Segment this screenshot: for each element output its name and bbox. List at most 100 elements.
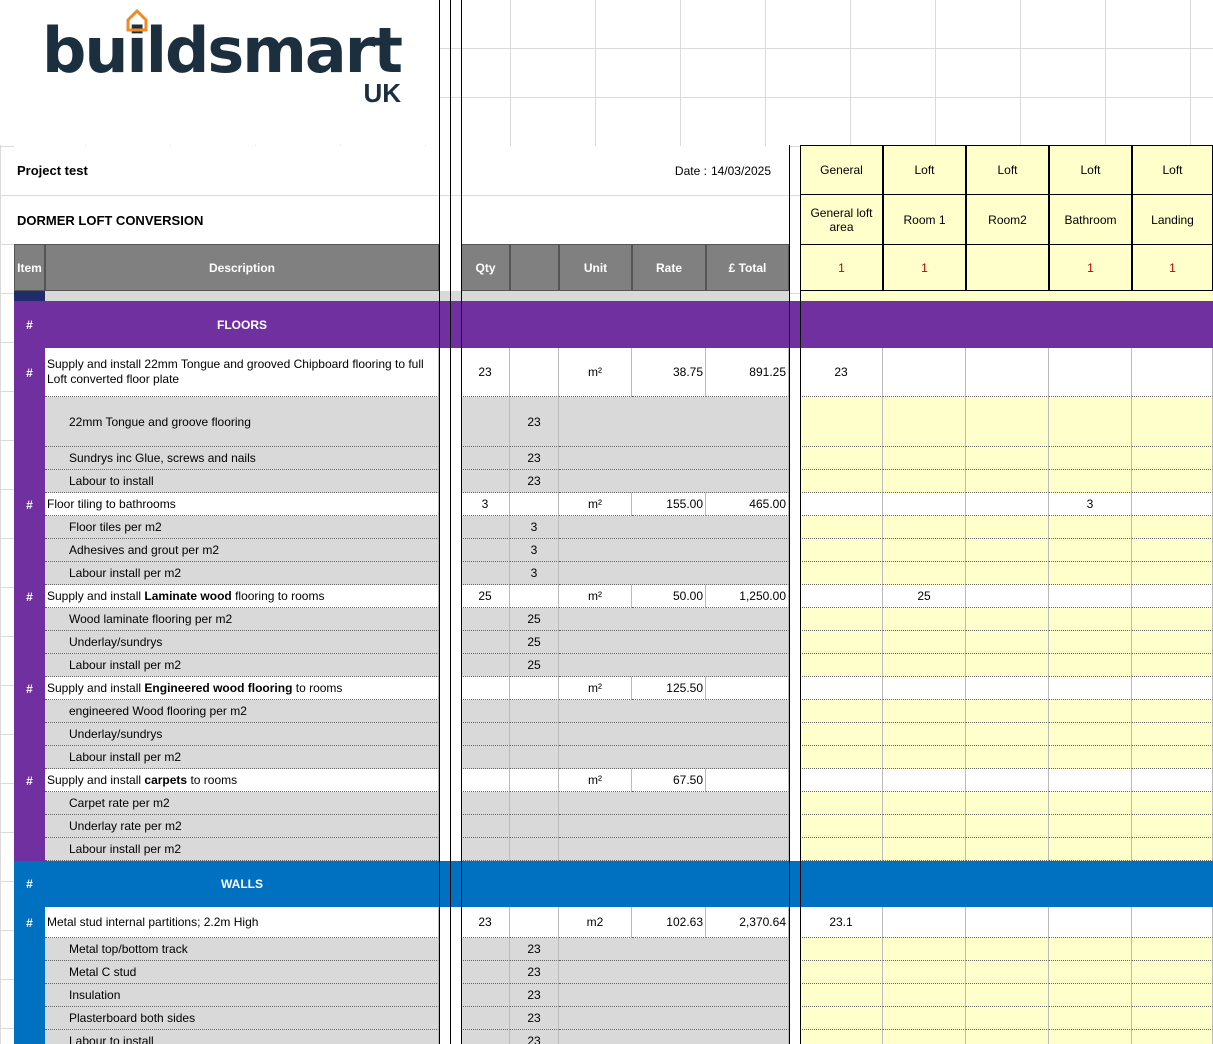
room-cell: [966, 746, 1049, 769]
room-cell: [883, 984, 966, 1007]
room-cell: [883, 539, 966, 562]
room-cell: [1049, 1030, 1132, 1044]
item-rate: 50.00: [632, 585, 706, 608]
room-level: General: [800, 145, 883, 195]
component-marker: [14, 961, 45, 984]
component-description: Underlay rate per m2: [45, 815, 439, 838]
room-cell: [1049, 608, 1132, 631]
room-flag: [966, 244, 1049, 291]
item-unit: m²: [559, 348, 632, 397]
room-flag: 1: [800, 244, 883, 291]
item-marker: #: [14, 585, 45, 608]
component-qty: 23: [510, 1030, 559, 1044]
cell: [559, 631, 789, 654]
gap: [789, 493, 800, 516]
room-cell: [1132, 961, 1213, 984]
header-cell: Qty: [461, 244, 510, 291]
component-marker: [14, 447, 45, 470]
room-cell: [800, 815, 883, 838]
partial-row: [45, 291, 789, 301]
room-cell: [800, 961, 883, 984]
item-marker: #: [14, 493, 45, 516]
room-cell: [1132, 938, 1213, 961]
room-cell: [966, 608, 1049, 631]
room-cell: [800, 1030, 883, 1044]
room-level: Loft: [966, 145, 1049, 195]
component-qty: 3: [510, 516, 559, 539]
room-qty: [883, 769, 966, 792]
cell: [510, 769, 559, 792]
room-cell: [800, 539, 883, 562]
room-cell: [966, 447, 1049, 470]
room-cell: [800, 1007, 883, 1030]
component-description: 22mm Tongue and groove flooring: [45, 397, 439, 447]
gap: [789, 585, 800, 608]
room-name: Room 1: [883, 194, 966, 245]
room-qty: [1132, 493, 1213, 516]
room-cell: [1132, 723, 1213, 746]
room-cell: [800, 447, 883, 470]
room-cell: [1132, 470, 1213, 493]
room-cell: [966, 539, 1049, 562]
component-description: Plasterboard both sides: [45, 1007, 439, 1030]
room-cell: [800, 700, 883, 723]
gap: [789, 654, 800, 677]
item-rate: 125.50: [632, 677, 706, 700]
cell: [559, 447, 789, 470]
room-cell: [1132, 815, 1213, 838]
cell: [461, 938, 510, 961]
item-unit: m²: [559, 493, 632, 516]
cell: [510, 677, 559, 700]
component-description: Labour to install: [45, 1030, 439, 1044]
item-qty: [461, 769, 510, 792]
room-cell: [1132, 700, 1213, 723]
room-cell: [1049, 1007, 1132, 1030]
component-marker: [14, 815, 45, 838]
room-qty: 23.1: [800, 907, 883, 938]
item-qty: [461, 677, 510, 700]
logo-house: [126, 8, 148, 32]
room-cell: [1049, 938, 1132, 961]
item-description: Supply and install 22mm Tongue and groov…: [45, 348, 439, 397]
cell: [461, 1030, 510, 1044]
component-qty: [510, 746, 559, 769]
cell: [461, 746, 510, 769]
cell: [559, 961, 789, 984]
room-cell: [1132, 746, 1213, 769]
gap: [789, 723, 800, 746]
room-cell: [1132, 1007, 1213, 1030]
room-name: General loft area: [800, 194, 883, 245]
component-description: Labour install per m2: [45, 746, 439, 769]
room-cell: [800, 838, 883, 861]
room-cell: [883, 792, 966, 815]
room-qty: [966, 769, 1049, 792]
room-cell: [1049, 516, 1132, 539]
room-cell: [1049, 723, 1132, 746]
room-qty: [966, 585, 1049, 608]
room-cell: [1132, 1030, 1213, 1044]
section-title: WALLS: [221, 877, 263, 891]
gap: [789, 746, 800, 769]
room-cell: [1132, 539, 1213, 562]
room-qty: [1049, 769, 1132, 792]
cell: [461, 723, 510, 746]
component-marker: [14, 700, 45, 723]
gap: [789, 562, 800, 585]
cell: [461, 631, 510, 654]
logo-brand: buildsmart: [42, 14, 402, 87]
section-band: [14, 861, 1213, 907]
gap: [789, 348, 800, 397]
description-part: Supply and install: [47, 680, 145, 695]
header-cell: Unit: [559, 244, 632, 291]
room-cell: [966, 838, 1049, 861]
room-cell: [800, 608, 883, 631]
room-cell: [1049, 397, 1132, 447]
item-unit: m2: [559, 907, 632, 938]
room-cell: [966, 961, 1049, 984]
cell: [559, 723, 789, 746]
cell: [461, 516, 510, 539]
cell: [559, 815, 789, 838]
room-cell: [883, 397, 966, 447]
header-cell: Item: [14, 244, 45, 291]
room-cell: [883, 700, 966, 723]
